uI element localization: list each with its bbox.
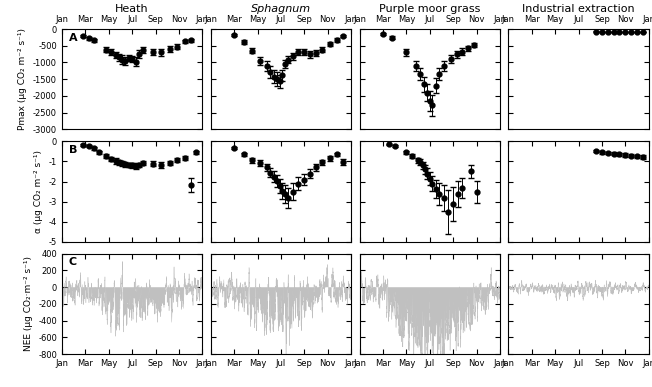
Y-axis label: NEE (µg CO₂·m⁻² s⁻¹): NEE (µg CO₂·m⁻² s⁻¹): [23, 257, 33, 351]
Y-axis label: Pmax (µg CO₂ m⁻² s⁻¹): Pmax (µg CO₂ m⁻² s⁻¹): [18, 28, 27, 130]
Y-axis label: α (µg CO₂ m⁻² s⁻¹): α (µg CO₂ m⁻² s⁻¹): [34, 150, 43, 233]
Title: Sphagnum: Sphagnum: [251, 4, 311, 14]
Text: B: B: [69, 146, 78, 156]
Title: Industrial extraction: Industrial extraction: [522, 4, 635, 14]
Title: Heath: Heath: [115, 4, 149, 14]
Title: Purple moor grass: Purple moor grass: [379, 4, 481, 14]
Text: A: A: [69, 33, 78, 43]
Text: C: C: [69, 257, 77, 267]
